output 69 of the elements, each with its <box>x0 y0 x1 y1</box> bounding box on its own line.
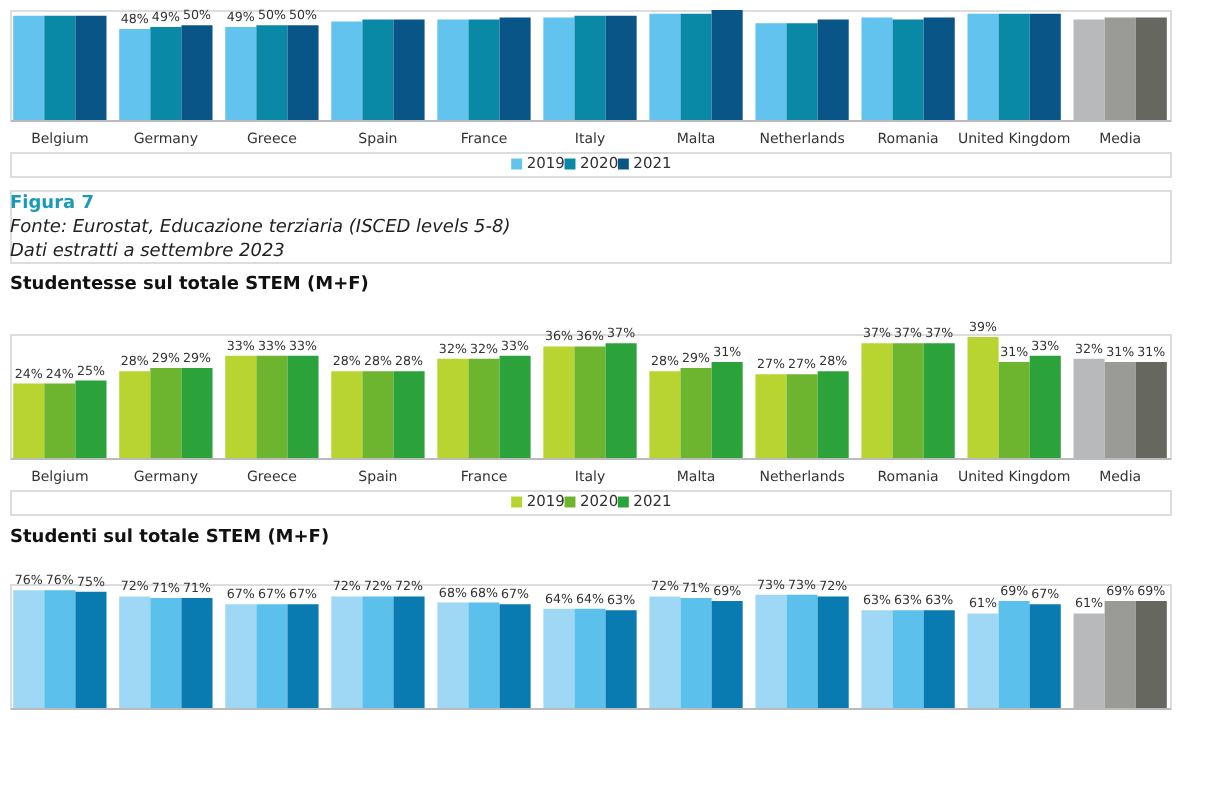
bar <box>499 604 531 708</box>
bar <box>574 346 606 458</box>
bar <box>605 610 637 708</box>
bar <box>499 355 531 458</box>
bar <box>755 594 787 708</box>
bar <box>755 374 787 458</box>
bar <box>861 610 893 708</box>
bar <box>437 602 469 708</box>
bar <box>287 604 319 708</box>
bar <box>13 590 45 708</box>
bar <box>468 358 500 458</box>
bar <box>998 601 1030 708</box>
chart-title: Studenti sul totale STEM (M+F) <box>10 528 330 549</box>
bar <box>393 371 425 458</box>
bar <box>861 343 893 458</box>
bar <box>44 590 76 708</box>
bar <box>649 596 681 708</box>
bar <box>574 608 606 708</box>
bar <box>119 371 151 458</box>
bar <box>1135 601 1167 708</box>
bar <box>892 610 924 708</box>
bar <box>225 604 257 708</box>
bar <box>362 371 394 458</box>
bar <box>967 337 999 458</box>
bar <box>711 601 743 708</box>
bar <box>225 355 257 458</box>
bar <box>468 602 500 708</box>
bar <box>44 383 76 458</box>
bar <box>150 368 182 458</box>
bar <box>649 371 681 458</box>
bar <box>786 594 818 708</box>
bar <box>605 343 637 458</box>
source-note: Fonte: Eurostat, Educazione terziaria (ISCED levels 5-8) <box>10 218 511 238</box>
bar <box>680 368 712 458</box>
bar <box>817 596 849 708</box>
bar <box>362 596 394 708</box>
bar <box>786 374 818 458</box>
bar <box>437 358 469 458</box>
bar <box>1104 601 1136 708</box>
bar <box>967 613 999 708</box>
bar <box>923 343 955 458</box>
bar <box>119 596 151 708</box>
bar <box>287 355 319 458</box>
text: Figura 7 <box>10 194 94 214</box>
bar <box>543 346 575 458</box>
bar <box>75 591 107 708</box>
text: Dati estratti a settembre 2023 <box>10 242 286 262</box>
bar <box>711 361 743 458</box>
bar <box>13 383 45 458</box>
bar <box>150 597 182 708</box>
bar <box>1029 604 1061 708</box>
bar <box>817 371 849 458</box>
bar <box>923 610 955 708</box>
bar <box>1135 361 1167 458</box>
bar <box>331 596 363 708</box>
bar <box>75 380 107 458</box>
bar <box>1029 355 1061 458</box>
bar <box>680 597 712 708</box>
bar <box>543 608 575 708</box>
bar <box>256 604 288 708</box>
bar <box>892 343 924 458</box>
bar <box>998 361 1030 458</box>
bar <box>331 371 363 458</box>
bar <box>181 597 213 708</box>
bar <box>1104 361 1136 458</box>
bar <box>256 355 288 458</box>
chart-title: Studentesse sul totale STEM (M+F) <box>10 275 369 296</box>
bar <box>393 596 425 708</box>
bar <box>181 368 213 458</box>
